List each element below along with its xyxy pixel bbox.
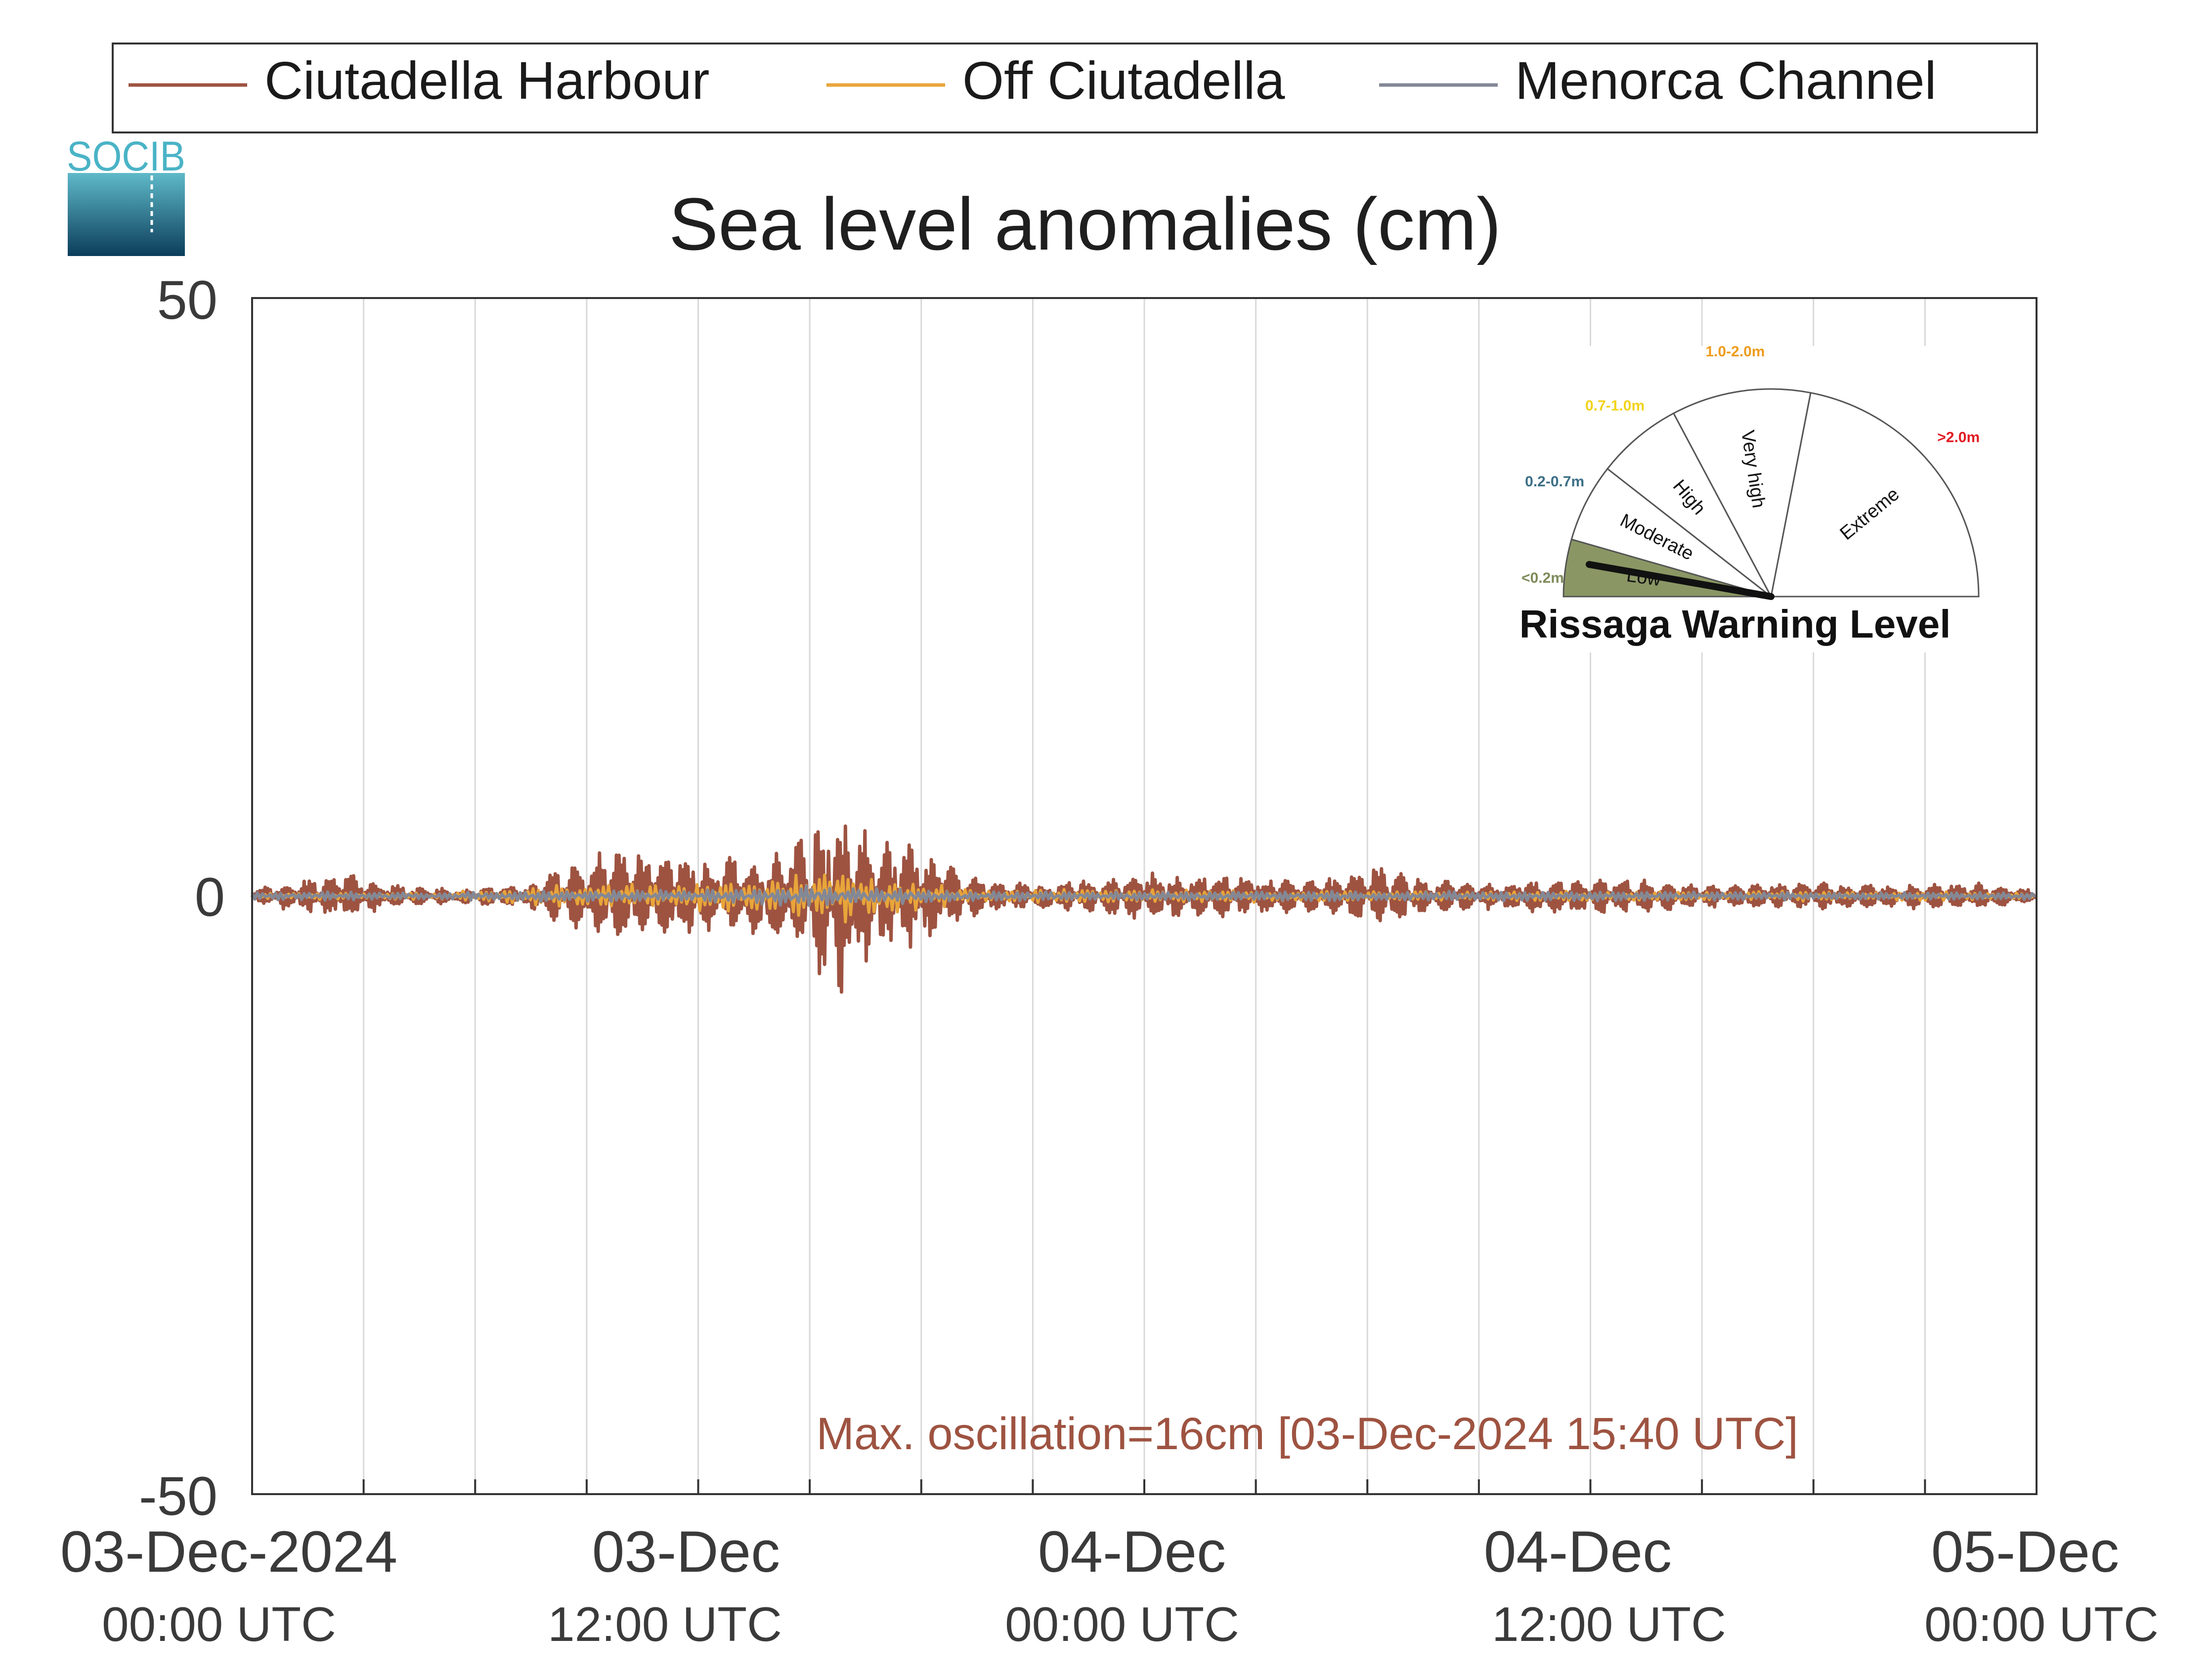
y-tick-label-50: 50: [157, 270, 217, 331]
max-oscillation-annotation: Max. oscillation=16cm [03-Dec-2024 15:40…: [816, 1409, 1798, 1459]
x-tick-label-time: 00:00 UTC: [1924, 1597, 2159, 1651]
series-layer: [250, 824, 2037, 994]
chart-title: Sea level anomalies (cm): [669, 182, 1501, 265]
socib-logo-text: SOCIB: [67, 133, 185, 179]
x-tick-label-date: 03-Dec-2024: [60, 1519, 397, 1585]
socib-logo-gradient: [68, 173, 185, 256]
x-tick-label-date: 04-Dec: [1038, 1519, 1226, 1585]
socib-logo: SOCIB: [67, 133, 185, 256]
gauge-needle: [1586, 561, 1775, 600]
x-tick-label-date: 03-Dec: [592, 1519, 780, 1585]
gauge-range-label: 1.0-2.0m: [1705, 344, 1765, 360]
gauge-range-label: 0.7-1.0m: [1585, 398, 1645, 414]
legend-label-off-ciutadella: Off Ciutadella: [962, 50, 1285, 110]
gauge-sector-moderate: [1570, 468, 1772, 598]
x-tick-label-time: 12:00 UTC: [548, 1597, 782, 1651]
gauge-sector-extreme: [1770, 391, 1980, 598]
x-tick-label-date: 05-Dec: [1931, 1519, 2119, 1585]
x-tick-label-time: 00:00 UTC: [102, 1597, 336, 1651]
x-tick-label-date: 04-Dec: [1484, 1519, 1672, 1585]
x-tick-label-time: 00:00 UTC: [1005, 1597, 1239, 1651]
x-tick-marks: [362, 1479, 1926, 1494]
gauge-title: Rissaga Warning Level: [1519, 602, 1951, 646]
gauge-range-label: <0.2m: [1521, 570, 1564, 586]
gauge-sector-high: [1606, 412, 1772, 598]
legend-label-menorca-channel: Menorca Channel: [1515, 50, 1937, 110]
legend-label-ciutadella-harbour: Ciutadella Harbour: [264, 50, 710, 110]
gauge-range-label: >2.0m: [1937, 429, 1980, 445]
x-tick-labels: 03-Dec-2024 00:00 UTC 03-Dec 12:00 UTC 0…: [60, 1519, 2159, 1651]
series-line-menorca-channel: [251, 884, 2036, 907]
x-tick-label-time: 12:00 UTC: [1492, 1597, 1726, 1651]
legend-frame: [112, 43, 2038, 133]
gauge-range-label: 0.2-0.7m: [1525, 473, 1584, 490]
gauge-sectors: [1562, 388, 1980, 599]
y-tick-label-0: 0: [195, 867, 225, 928]
y-tick-label-minus-50: -50: [139, 1466, 217, 1527]
legend: Ciutadella Harbour Off Ciutadella Menorc…: [112, 43, 2038, 133]
gauge-sector-very-high: [1672, 388, 1812, 599]
